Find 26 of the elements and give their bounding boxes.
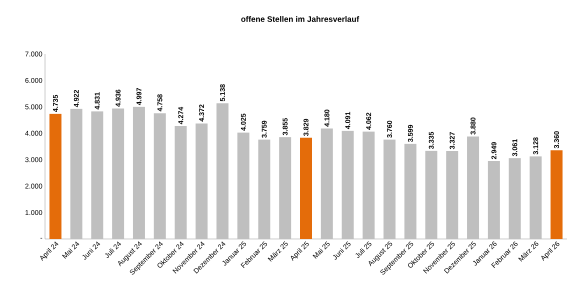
bar xyxy=(488,161,500,239)
bar xyxy=(342,130,354,239)
bar xyxy=(132,106,145,239)
bar xyxy=(530,156,542,239)
bar xyxy=(112,108,124,239)
bar xyxy=(91,111,104,239)
bar xyxy=(404,144,416,239)
bar xyxy=(154,113,166,239)
bar xyxy=(49,114,62,239)
bar xyxy=(258,140,270,239)
bar xyxy=(384,140,396,239)
chart-title: offene Stellen im Jahresverlauf xyxy=(241,16,360,22)
bar xyxy=(216,103,228,239)
bar xyxy=(467,136,480,239)
bar xyxy=(70,108,82,239)
bar xyxy=(550,150,563,239)
bar xyxy=(300,138,312,239)
bar xyxy=(320,128,333,239)
bar xyxy=(362,132,375,239)
bar xyxy=(237,132,250,239)
bar xyxy=(174,126,187,239)
bar xyxy=(446,151,458,239)
bar xyxy=(196,123,208,239)
bar xyxy=(279,137,292,239)
bar xyxy=(508,158,521,239)
bar xyxy=(425,150,438,239)
